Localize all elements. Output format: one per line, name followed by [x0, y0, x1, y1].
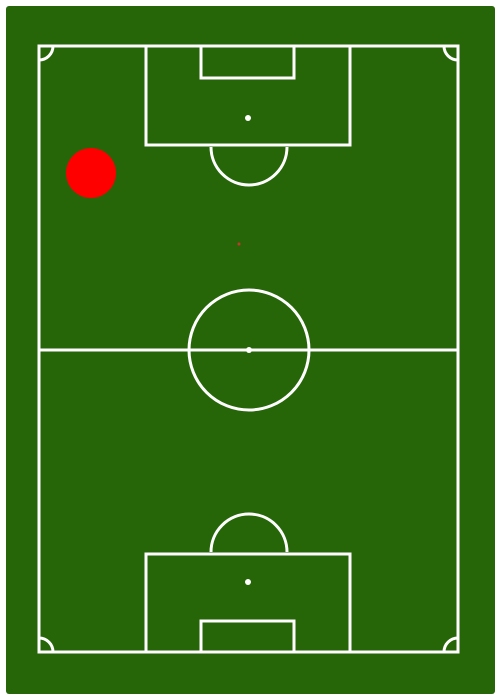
bottom-penalty-arc	[209, 512, 289, 553]
center-spot	[246, 347, 252, 353]
corner-arc-bottom-left	[38, 636, 55, 653]
bottom-penalty-spot	[245, 579, 251, 585]
target-marker	[237, 242, 241, 246]
top-goal-area	[199, 44, 296, 80]
top-penalty-spot	[245, 115, 251, 121]
player-marker[interactable]	[66, 148, 116, 198]
center-circle	[187, 288, 311, 412]
corner-arc-top-right	[442, 45, 459, 62]
pitch-markings	[37, 44, 460, 654]
corner-arc-bottom-right	[442, 636, 459, 653]
corner-arc-top-left	[38, 45, 55, 62]
bottom-goal-area	[199, 619, 296, 654]
top-penalty-arc	[209, 146, 289, 187]
pitch-spots	[245, 115, 252, 585]
